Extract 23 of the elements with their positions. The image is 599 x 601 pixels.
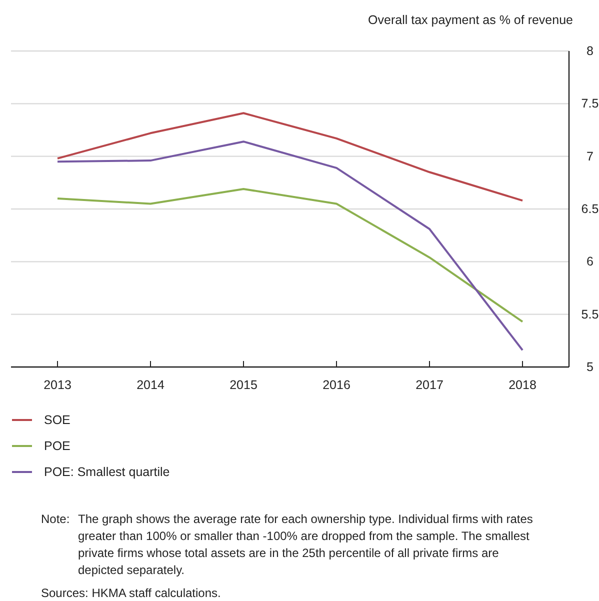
x-tick-label: 2016 xyxy=(322,378,350,392)
x-tick-label: 2018 xyxy=(508,378,536,392)
y-tick-label: 5 xyxy=(586,360,594,374)
x-tick-label: 2017 xyxy=(416,378,444,392)
y-tick-label: 7.5 xyxy=(581,96,599,111)
text: Note: xyxy=(41,512,70,526)
legend-label: POE: Smallest quartile xyxy=(44,465,170,479)
legend-label: POE xyxy=(44,439,70,453)
y-tick-label: 5.5 xyxy=(581,307,599,322)
y-tick-label: 6.5 xyxy=(581,202,599,216)
line-series xyxy=(56,140,524,352)
x-tick-label: 2013 xyxy=(44,378,72,392)
x-tick-label: 2015 xyxy=(230,378,258,392)
line-series xyxy=(56,112,524,202)
x-tick-label: 2014 xyxy=(136,378,164,392)
y-tick-label: 6 xyxy=(586,254,594,269)
text: The graph shows the average rate for each ownership type. Individual firms with rates greater than 100% or smaller than -100% are dropped from the sample. The smallest private firms whose total assets are in the 25th percentile of all private firms are depicted separately. xyxy=(78,512,533,577)
y-tick-label: 7 xyxy=(586,149,594,164)
y-axis-title: Overall tax payment as % of revenue xyxy=(368,13,574,27)
source-note: Sources: HKMA staff calculations. xyxy=(41,586,221,600)
y-tick-label: 8 xyxy=(586,44,594,58)
legend-label: SOE xyxy=(44,413,70,427)
line-series xyxy=(56,188,524,323)
